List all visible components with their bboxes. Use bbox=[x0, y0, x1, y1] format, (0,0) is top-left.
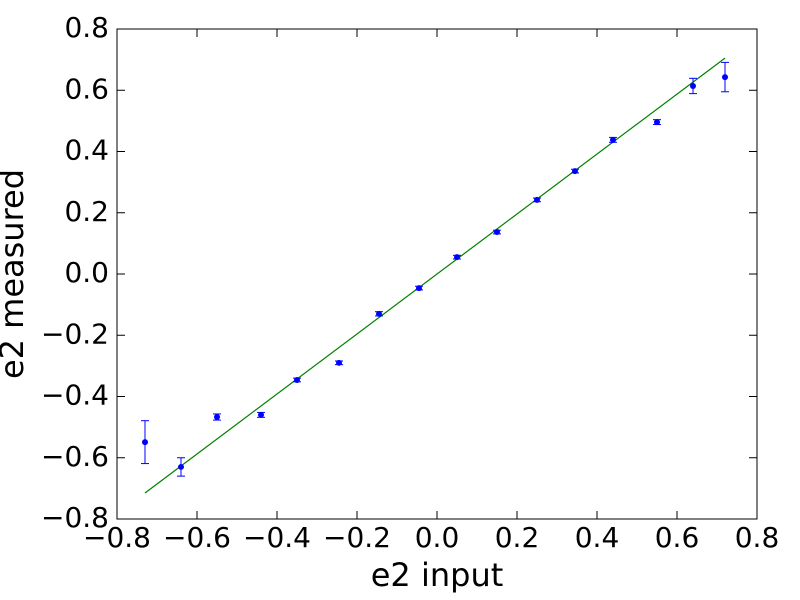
point bbox=[534, 196, 540, 203]
point bbox=[654, 119, 660, 126]
point bbox=[454, 254, 460, 261]
y-tick-label: −0.8 bbox=[41, 501, 109, 534]
x-tick-label: −0.6 bbox=[163, 521, 231, 554]
point bbox=[572, 168, 578, 175]
y-tick-label: 0.8 bbox=[64, 11, 109, 44]
y-axis-label: e2 measured bbox=[0, 169, 31, 379]
x-axis-label: e2 input bbox=[371, 556, 504, 594]
point bbox=[258, 411, 264, 418]
y-tick-label: −0.2 bbox=[41, 317, 109, 350]
x-tick-label: −0.8 bbox=[83, 521, 151, 554]
y-tick-label: −0.4 bbox=[41, 379, 109, 412]
x-tick-label: 0.2 bbox=[495, 521, 540, 554]
point bbox=[690, 82, 696, 89]
plot-frame bbox=[116, 28, 758, 520]
x-tick-label: 0.8 bbox=[735, 521, 780, 554]
x-tick-label: 0.4 bbox=[575, 521, 620, 554]
x-tick-label: 0.6 bbox=[655, 521, 700, 554]
point bbox=[214, 414, 220, 421]
x-tick-label: −0.4 bbox=[243, 521, 311, 554]
point bbox=[494, 229, 500, 236]
point bbox=[336, 359, 342, 366]
y-tick-label: −0.6 bbox=[41, 440, 109, 473]
point bbox=[722, 74, 728, 81]
point bbox=[416, 285, 422, 292]
point bbox=[610, 136, 616, 143]
point bbox=[178, 463, 184, 470]
x-tick-label: 0.0 bbox=[415, 521, 460, 554]
point bbox=[142, 439, 148, 446]
y-tick-label: 0.2 bbox=[64, 195, 109, 228]
y-tick-label: 0.0 bbox=[64, 256, 109, 289]
point bbox=[376, 310, 382, 317]
y-tick-label: 0.4 bbox=[64, 134, 109, 167]
y-tick-label: 0.6 bbox=[64, 72, 109, 105]
x-tick-label: −0.2 bbox=[323, 521, 391, 554]
fit-line bbox=[144, 57, 726, 494]
point bbox=[294, 376, 300, 383]
